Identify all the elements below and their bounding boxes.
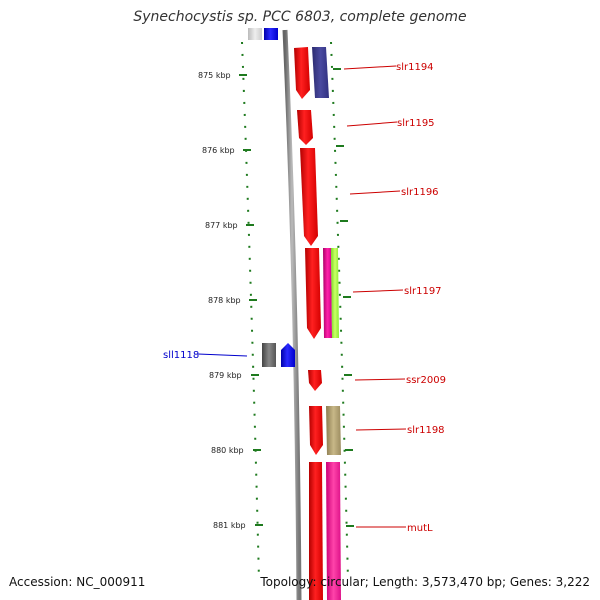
tick-label: 877 kbp (205, 221, 238, 230)
tick-label: 876 kbp (202, 146, 235, 155)
gene-label-slr1195[interactable]: slr1195 (397, 118, 435, 129)
gene-slr1197-cds[interactable] (305, 248, 321, 339)
kbp-tick: 878 kbp (208, 296, 257, 305)
tick-label: 875 kbp (198, 71, 231, 80)
gene-label-slr1197[interactable]: slr1197 (404, 286, 442, 297)
gene-slr1194-cds[interactable] (294, 47, 310, 99)
kbp-axis: 875 kbp 876 kbp 877 kbp 878 kbp 879 kbp … (198, 71, 263, 530)
cog-block-slr1194 (312, 47, 329, 98)
kbp-tick: 879 kbp (209, 371, 259, 380)
label-leaders (197, 65, 407, 528)
reverse-cds-track (262, 343, 295, 367)
map-title: Synechocystis sp. PCC 6803, complete gen… (133, 9, 467, 25)
tick-label: 878 kbp (208, 296, 241, 305)
kbp-tick: 876 kbp (202, 146, 251, 155)
cog-block-slr1197-a (323, 248, 332, 338)
tick-label: 879 kbp (209, 371, 242, 380)
gene-label-mutL[interactable]: mutL (407, 523, 433, 534)
cog-block-slr1198 (326, 406, 341, 455)
kbp-tick: 881 kbp (213, 521, 263, 530)
gene-label-slr1196[interactable]: slr1196 (401, 187, 439, 198)
gene-labels: slr1194 slr1195 slr1196 slr1197 ssr2009 … (163, 62, 446, 534)
gene-label-ssr2009[interactable]: ssr2009 (406, 375, 446, 386)
tick-label: 880 kbp (211, 446, 244, 455)
cog-block-sll1118 (262, 343, 276, 367)
cog-block-slr1197-b (331, 248, 339, 338)
genome-backbone (282, 29, 302, 600)
gene-slr1196-cds[interactable] (300, 148, 318, 246)
kbp-tick: 875 kbp (198, 71, 247, 80)
kbp-tick: 880 kbp (211, 446, 261, 455)
guide-tracks (241, 41, 349, 581)
gene-slr1198-cds[interactable] (309, 406, 323, 455)
accession-text: Accession: NC_000911 (9, 575, 146, 589)
top-partial-genes (248, 28, 278, 40)
tick-label: 881 kbp (213, 521, 246, 530)
right-ticks (333, 68, 354, 527)
gene-ssr2009-cds[interactable] (308, 370, 322, 391)
gene-label-sll1118[interactable]: sll1118 (163, 350, 199, 361)
cog-track (312, 47, 341, 600)
gene-label-slr1198[interactable]: slr1198 (407, 425, 445, 436)
gene-mutL-cds[interactable] (309, 462, 323, 600)
gene-label-slr1194[interactable]: slr1194 (396, 62, 434, 73)
cog-block-mutL (326, 462, 341, 600)
gene-sll1118-cds[interactable] (281, 343, 295, 367)
kbp-tick: 877 kbp (205, 221, 254, 230)
genome-summary: Topology: circular; Length: 3,573,470 bp… (260, 575, 590, 589)
forward-cds-track (294, 47, 323, 600)
gene-slr1195-cds[interactable] (297, 110, 313, 145)
